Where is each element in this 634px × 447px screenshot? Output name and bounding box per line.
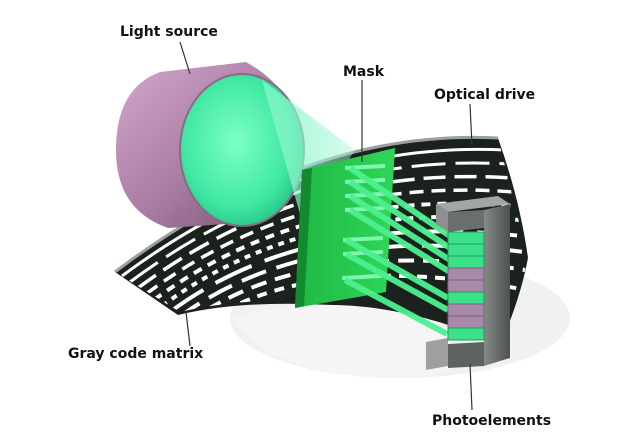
leader-gray-code <box>185 311 191 347</box>
light-rays <box>343 165 452 337</box>
leader-light-source <box>179 41 191 75</box>
photoelements-label: Photoelements <box>432 413 552 429</box>
light-source <box>116 62 305 228</box>
leader-optical-drive <box>469 103 473 147</box>
photoelement-array <box>447 231 485 341</box>
optical-drive-label: Optical drive <box>434 87 536 103</box>
gray-code-matrix-label: Gray code matrix <box>68 346 204 362</box>
light-beam <box>262 80 355 214</box>
mask-label: Mask <box>343 64 385 80</box>
leader-photoelements <box>469 363 473 411</box>
photoelement-housing <box>426 196 510 370</box>
light-source-label: Light source <box>120 24 218 40</box>
leader-lines <box>179 41 473 411</box>
